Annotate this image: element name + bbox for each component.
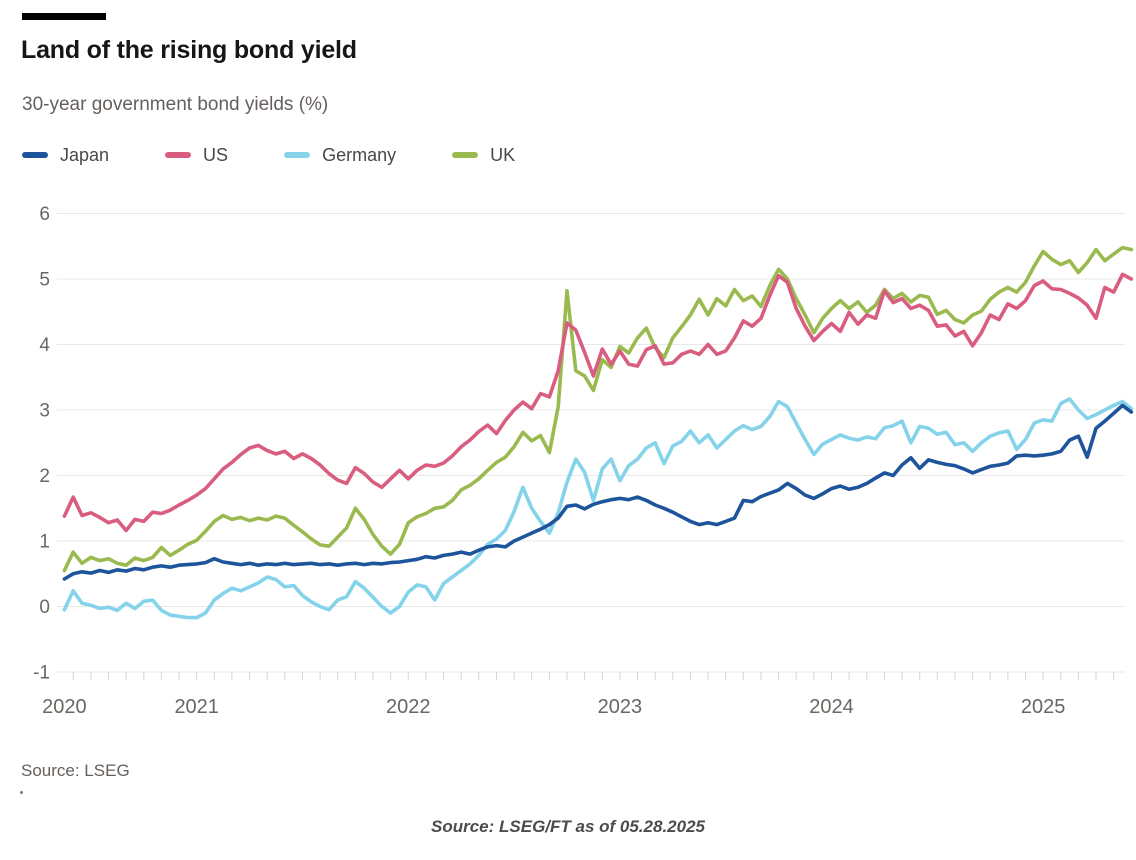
x-axis-tick-label-2024: 2024 xyxy=(809,696,854,718)
chart-subtitle: 30-year government bond yields (%) xyxy=(22,94,329,115)
bottom-caption: Source: LSEG/FT as of 05.28.2025 xyxy=(430,817,705,836)
legend-label-uk: UK xyxy=(490,144,516,165)
y-axis-tick-label: 0 xyxy=(39,597,50,618)
legend-label-us: US xyxy=(203,144,229,165)
x-axis-tick-label-2025: 2025 xyxy=(1021,696,1066,718)
series-line-japan xyxy=(62,403,1134,581)
legend-item-us: US xyxy=(165,145,228,166)
tiny-dot xyxy=(20,791,23,794)
series-line-uk xyxy=(62,245,1134,573)
y-axis-tick-label: 4 xyxy=(39,335,50,356)
y-axis-tick-label: 1 xyxy=(39,532,50,553)
legend-item-germany: Germany xyxy=(284,145,396,166)
y-axis-tick-label: 3 xyxy=(39,401,50,422)
x-axis-tick-label-2022: 2022 xyxy=(386,696,431,718)
japan-series-swatch xyxy=(22,152,48,158)
chart-title: Land of the rising bond yield xyxy=(21,36,357,64)
y-axis-tick-label: 5 xyxy=(39,270,50,291)
y-axis-tick-label: 6 xyxy=(39,204,50,225)
legend-item-japan: Japan xyxy=(22,145,109,166)
x-axis-tick-label-2020: 2020 xyxy=(42,696,87,718)
legend-label-germany: Germany xyxy=(322,144,397,165)
y-axis-tick-label: -1 xyxy=(33,663,50,684)
source-note: Source: LSEG xyxy=(21,761,130,780)
germany-series-swatch xyxy=(284,152,311,158)
series-line-us xyxy=(62,272,1134,533)
x-axis-tick-label-2023: 2023 xyxy=(598,696,643,718)
kicker-bar xyxy=(22,13,106,20)
x-axis-tick-label-2021: 2021 xyxy=(174,696,219,718)
us-series-swatch xyxy=(165,152,192,158)
legend: Japan US Germany UK xyxy=(22,144,515,166)
series-line-germany xyxy=(62,397,1134,620)
legend-item-uk: UK xyxy=(452,145,515,166)
y-axis-tick-label: 2 xyxy=(39,466,50,487)
uk-series-swatch xyxy=(452,152,479,158)
legend-label-japan: Japan xyxy=(60,144,110,165)
